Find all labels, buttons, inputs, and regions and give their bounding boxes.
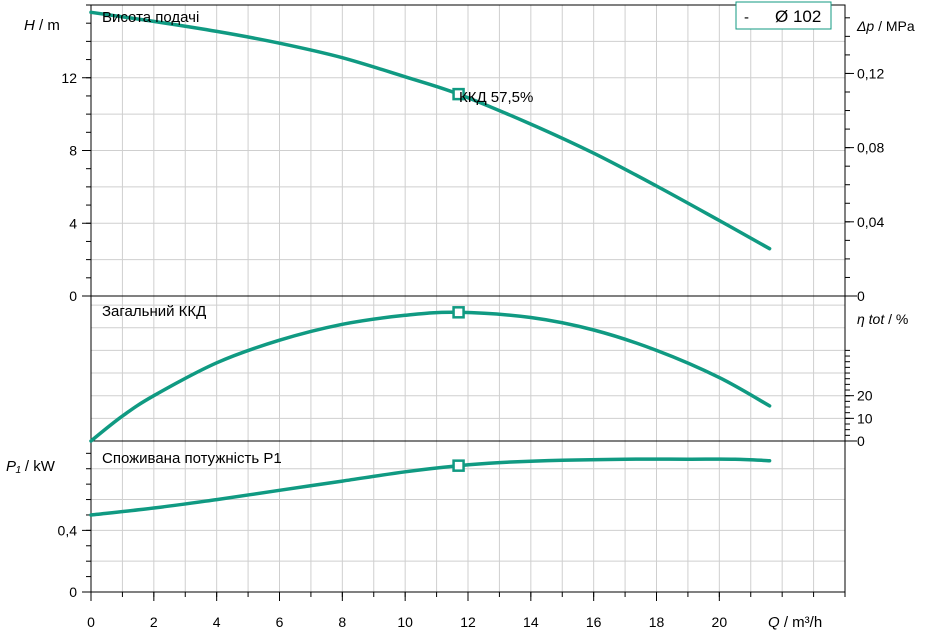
- y-tick-label: 0: [69, 584, 77, 600]
- x-tick-label: 10: [397, 614, 413, 630]
- power-axis-label: P₁ / kW: [6, 458, 56, 475]
- power-axis-unit: / kW: [21, 458, 56, 475]
- pressure-axis-symbol: Δp: [856, 18, 874, 34]
- y2-tick-label: 10: [857, 410, 873, 426]
- y-tick-label: 0,4: [58, 522, 78, 538]
- x-tick-label: 6: [276, 614, 284, 630]
- legend-label: Ø 102: [775, 7, 821, 26]
- duty-point-marker: [452, 306, 465, 319]
- head-panel-title: Висота подачі: [102, 9, 199, 26]
- pressure-axis-label: Δp / MPa: [856, 18, 915, 34]
- y2-tick-label: 0,08: [857, 140, 884, 156]
- legend-dash: -: [744, 9, 749, 26]
- power-panel-title: Споживана потужність P1: [102, 450, 282, 467]
- head-curve: [89, 10, 772, 251]
- power-axis-symbol: P₁: [6, 458, 21, 475]
- efficiency-annotation: ККД 57,5%: [459, 89, 533, 106]
- y-tick-label: 4: [69, 215, 77, 231]
- legend-box: [735, 1, 832, 30]
- x-tick-label: 18: [649, 614, 665, 630]
- y2-tick-label: 0: [857, 433, 865, 449]
- head-axis-label: H / m: [24, 17, 60, 34]
- efficiency-axis-label: η tot / %: [857, 311, 908, 327]
- legend: - Ø 102: [735, 1, 832, 30]
- head-axis-unit: / m: [35, 17, 60, 34]
- x-tick-label: 4: [213, 614, 221, 630]
- efficiency-axis-unit: / %: [884, 311, 908, 327]
- flow-axis-unit: / m³/h: [780, 614, 823, 631]
- x-tick-label: 2: [150, 614, 158, 630]
- x-tick-label: 20: [712, 614, 728, 630]
- x-tick-label: 12: [460, 614, 476, 630]
- flow-axis-symbol: Q: [768, 614, 780, 631]
- y2-tick-label: 20: [857, 388, 873, 404]
- duty-point-marker: [452, 87, 465, 101]
- y-tick-label: 8: [69, 143, 77, 159]
- head-axis-symbol: H: [24, 17, 35, 34]
- flow-axis-label: Q / m³/h: [768, 614, 822, 631]
- x-tick-label: 16: [586, 614, 602, 630]
- duty-point-marker: [452, 459, 465, 472]
- efficiency-panel-title: Загальний ККД: [102, 303, 206, 320]
- efficiency-curve: [89, 310, 772, 443]
- curves: [89, 10, 772, 517]
- y2-tick-label: 0: [857, 288, 865, 304]
- y2-tick-label: 0,12: [857, 65, 884, 81]
- pressure-axis-unit: / MPa: [874, 18, 915, 34]
- y-tick-label: 12: [61, 70, 77, 86]
- y-tick-label: 0: [69, 288, 77, 304]
- x-tick-label: 8: [338, 614, 346, 630]
- efficiency-axis-symbol: η tot: [857, 311, 885, 327]
- x-tick-label: 0: [87, 614, 95, 630]
- y2-tick-label: 0,04: [857, 214, 884, 230]
- power-curve: [89, 457, 772, 517]
- x-tick-label: 14: [523, 614, 539, 630]
- axis-ticks: 0 4 8 12 0 0,4 0 0,04 0,08 0,12 0 10 20 0 2 4 6 8 10 12 14 16…: [58, 4, 884, 630]
